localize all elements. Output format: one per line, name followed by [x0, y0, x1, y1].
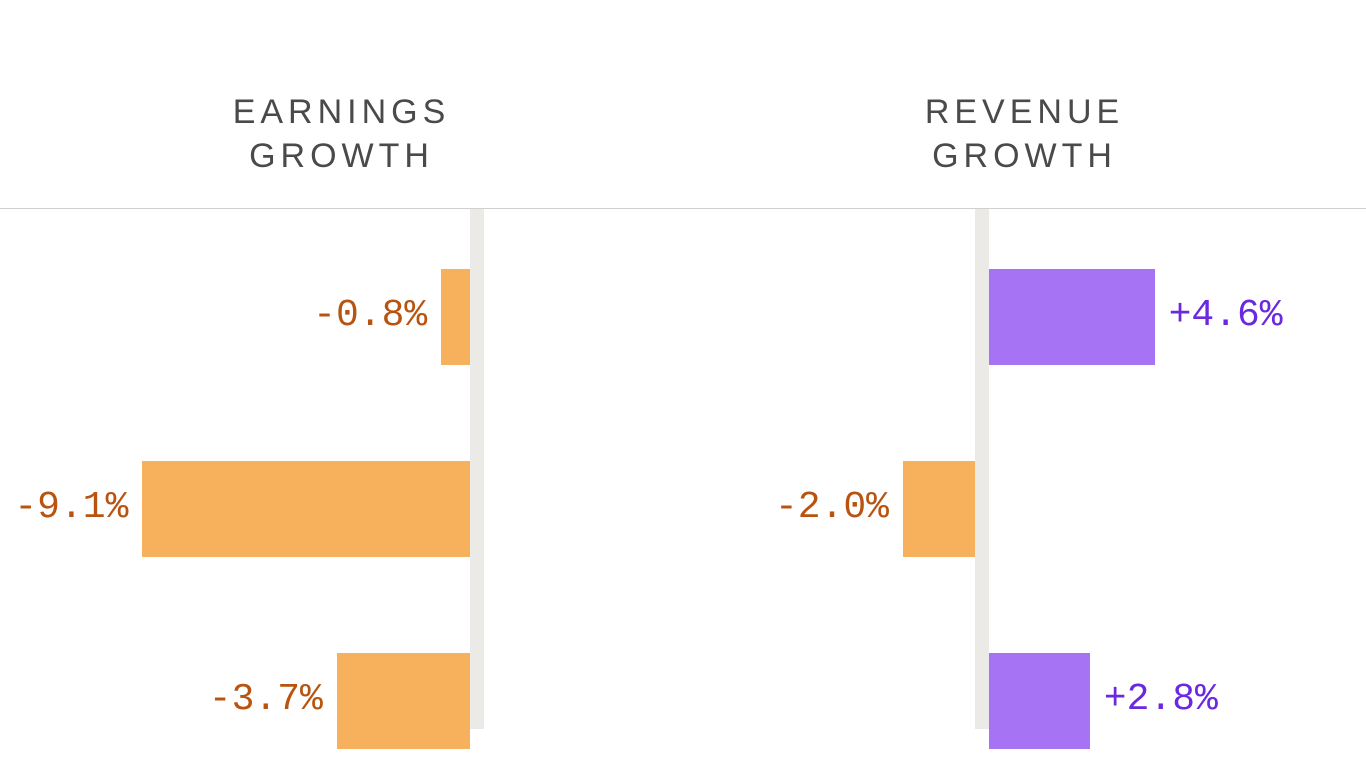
bar — [989, 269, 1155, 365]
bar-label: -3.7% — [209, 678, 323, 721]
chart-headers: EARNINGS GROWTH REVENUE GROWTH — [0, 0, 1366, 209]
chart-container: EARNINGS GROWTH REVENUE GROWTH -0.8% -9.1… — [0, 0, 1366, 768]
header-revenue-line1: REVENUE — [683, 90, 1366, 134]
bar-label: +2.8% — [1104, 678, 1218, 721]
header-earnings-line2: GROWTH — [0, 134, 683, 178]
chart-body: -0.8% -9.1% -3.7% +4.6% -2.0% +2.8% — [0, 209, 1366, 729]
header-earnings-line1: EARNINGS — [0, 90, 683, 134]
bar-label: -9.1% — [14, 486, 128, 529]
bar — [337, 653, 470, 749]
bar — [142, 461, 470, 557]
bar — [903, 461, 975, 557]
header-revenue-line2: GROWTH — [683, 134, 1366, 178]
zero-axis — [470, 209, 484, 729]
zero-axis — [975, 209, 989, 729]
bar — [989, 653, 1090, 749]
bar-label: +4.6% — [1169, 294, 1283, 337]
bar-label: -2.0% — [775, 486, 889, 529]
bar — [441, 269, 470, 365]
bar-label: -0.8% — [313, 294, 427, 337]
header-earnings: EARNINGS GROWTH — [0, 90, 683, 178]
header-revenue: REVENUE GROWTH — [683, 90, 1366, 178]
